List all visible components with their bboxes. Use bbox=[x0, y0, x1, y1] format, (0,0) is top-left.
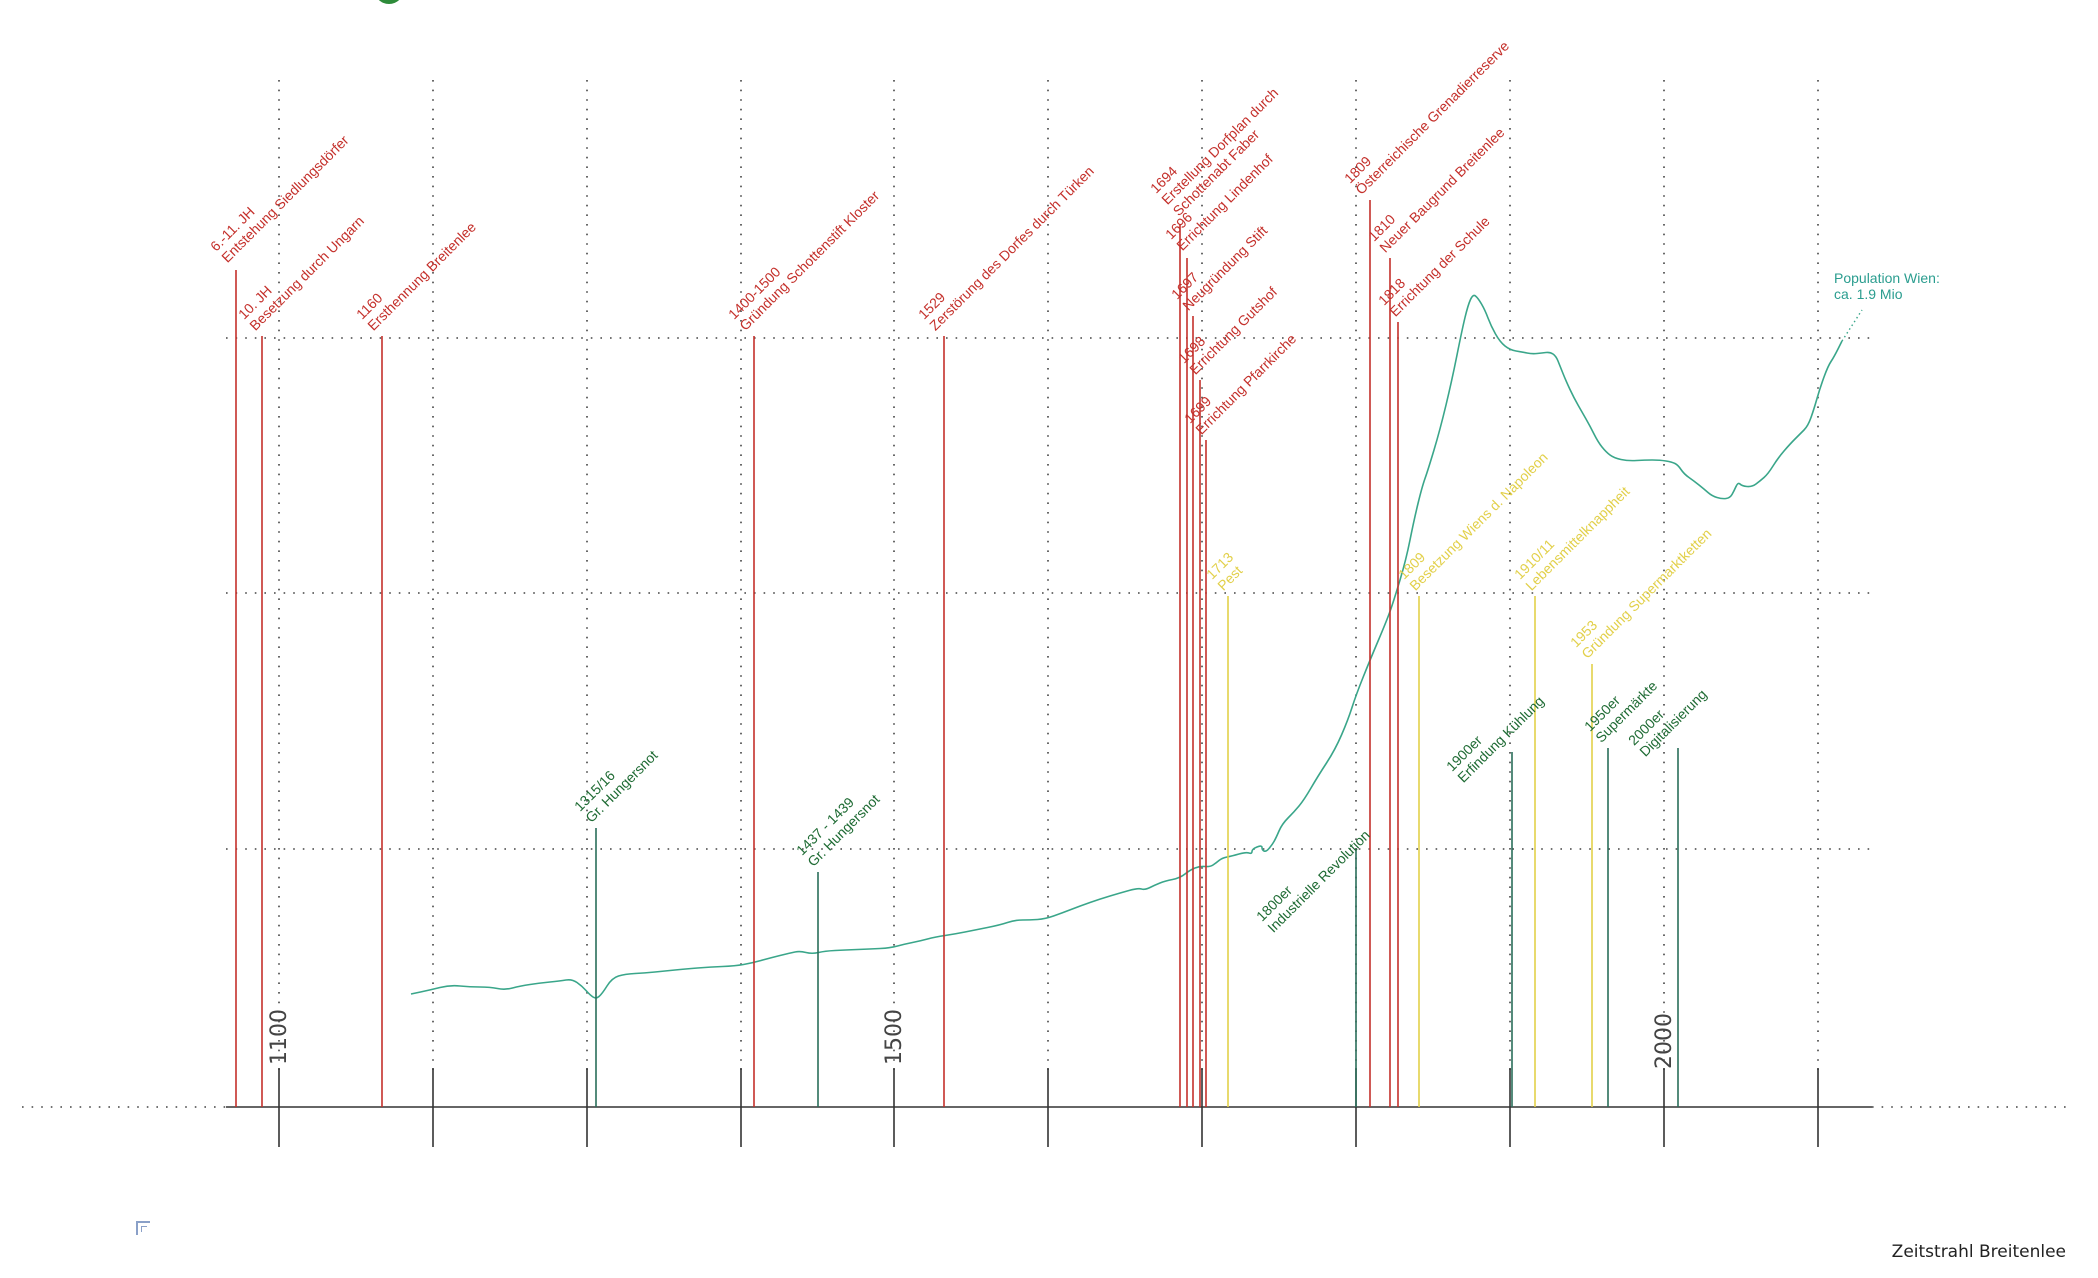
axis-label-2000: 2000 bbox=[1652, 1013, 1677, 1069]
population-line bbox=[410, 294, 1843, 999]
red-event-text-5: Erstellung Dorfplan durch bbox=[1158, 85, 1281, 208]
population-curve bbox=[410, 294, 1863, 999]
population-label-line2: ca. 1.9 Mio bbox=[1834, 286, 1903, 302]
timeline-axis: 1100 1500 2000 bbox=[22, 1009, 2070, 1147]
red-event-text-4: Zerstörung des Dorfes durch Türken bbox=[926, 163, 1097, 334]
event-markers bbox=[235, 200, 1679, 1107]
red-event-text-10: Österreichische Grenadierreserve bbox=[1352, 37, 1513, 198]
population-label-line1: Population Wien: bbox=[1834, 270, 1940, 286]
title-fragment-shape bbox=[374, 0, 404, 4]
red-event-text-1: Besetzung durch Ungarn bbox=[246, 213, 367, 334]
timeline-title: Zeitstrahl Breitenlee bbox=[1891, 1242, 2066, 1262]
yellow-event-text-2: Lebensmittelknappheit bbox=[1522, 483, 1632, 593]
population-leader bbox=[1841, 309, 1863, 342]
corner-mark-icon bbox=[136, 1221, 150, 1235]
red-event-text-3: Gründung Schottenstift Kloster bbox=[736, 187, 882, 333]
axis-label-1100: 1100 bbox=[267, 1009, 292, 1065]
axis-label-1500: 1500 bbox=[882, 1009, 907, 1065]
red-event-text-2: Ersthennung Breitenlee bbox=[364, 219, 479, 334]
population-label: Population Wien: ca. 1.9 Mio bbox=[1834, 270, 1940, 302]
yellow-event-text-3: Gründung Supermarktketten bbox=[1578, 525, 1714, 661]
